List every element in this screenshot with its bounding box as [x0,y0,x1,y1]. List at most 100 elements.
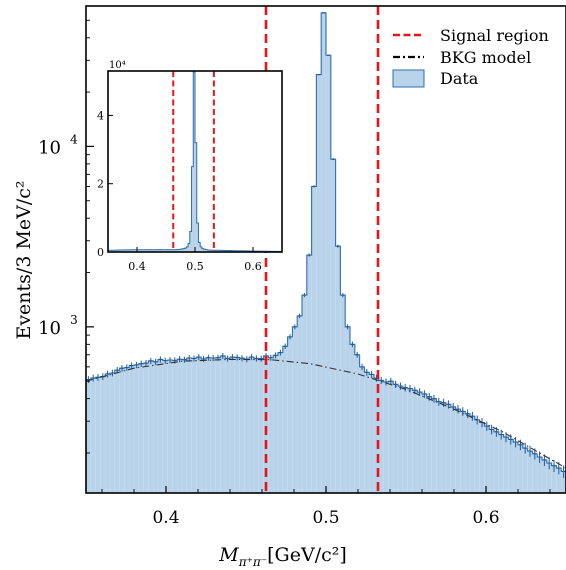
data-bar [157,359,164,494]
inset-y-axis-ticks: 0 2 4 [97,109,113,259]
data-bar [460,411,466,494]
data-bar [469,415,476,494]
data-bar [306,254,313,494]
data-bar [138,363,145,494]
data-bar [124,367,130,494]
data-bar [186,357,193,494]
inset-bar [123,249,126,252]
data-bar [311,186,317,494]
inset-bar [153,249,156,252]
data-bar [273,355,279,494]
inset-bar [167,249,170,252]
inset-bar [221,250,224,252]
data-bar [465,413,471,494]
inset-bar [193,72,196,252]
data-bar [297,315,303,494]
data-bar [402,387,409,494]
data-bar [95,377,101,494]
data-bar [191,358,197,494]
inset-x-axis-ticks: 0.4 0.5 0.6 [128,247,262,273]
data-bar [268,357,274,494]
data-bar [455,408,461,494]
data-bar [244,358,250,494]
data-bar [224,358,231,494]
data-bar [364,372,370,494]
y-axis-label: Events/3 MeV/c² [13,180,35,339]
inset-x-tick-label: 0.4 [128,260,146,273]
data-bar [229,356,236,494]
inset-bar [189,231,192,252]
inset-bar [161,249,164,252]
inset-bar [184,248,187,252]
inset-bar [116,250,119,252]
inset-bar [207,249,210,252]
inset-bar [113,250,116,252]
inset-bar [175,249,178,252]
inset-x-tick-label: 0.6 [244,260,262,273]
data-bar [493,431,500,494]
data-bar [321,12,327,494]
inset-bar [125,249,128,252]
data-bar [148,360,154,494]
data-bar [484,425,490,494]
inset-bar [188,243,190,252]
inset-bar [149,249,152,252]
inset-bar [205,249,208,252]
inset-bar [130,249,133,252]
data-error-bars [86,12,566,478]
inset-x-tick-label: 0.5 [186,260,204,273]
data-bar [301,294,308,494]
data-bar [128,365,135,494]
bkg-model-curve [85,358,566,469]
data-bar [181,359,188,494]
data-bar [517,444,524,494]
inset-bar [191,166,194,252]
data-bar [248,356,255,494]
inset-bar [195,142,197,252]
data-bar [100,376,106,494]
inset-bar [196,222,199,252]
inset-bar [203,249,206,252]
data-bar [292,326,298,494]
data-bar [426,396,433,494]
y-tick-label: 10 [38,318,61,339]
data-bar [114,370,121,494]
data-bar [349,344,356,494]
inset-bar [154,249,157,252]
data-bar [109,372,116,494]
inset-y-tick-label: 0 [97,246,104,259]
data-bar [383,381,389,494]
inset-bar [177,249,180,252]
data-bar [388,380,394,494]
inset-bar [160,249,163,252]
data-bar [200,358,207,494]
y-tick-label: 10 [38,137,61,158]
data-bar [277,352,284,494]
data-bar [441,402,447,494]
inset-bar [134,249,137,252]
data-bar [205,357,212,494]
x-tick-label: 0.6 [472,508,499,528]
inset-bar [174,249,177,252]
data-bar [498,434,505,494]
inset-bar [120,249,123,252]
inset-bar [215,250,218,252]
inset-bar [198,242,201,252]
inset-bar [146,249,149,252]
data-bar [354,354,361,494]
inset-bar [118,250,121,252]
inset-bar [137,249,140,252]
inset-histogram-outline [107,71,283,252]
inset-bar [141,249,143,252]
inset-bar [219,250,222,252]
inset-bar [182,248,185,252]
inset-chart: 0.4 0.5 0.6 0 2 4 10⁴ [97,60,283,273]
data-bar [167,359,173,494]
data-bar [417,391,423,494]
inset-bar [148,249,150,252]
inset-bar [208,250,211,252]
inset-bar [214,250,217,252]
data-bar [176,358,183,494]
inset-bar [210,250,213,252]
